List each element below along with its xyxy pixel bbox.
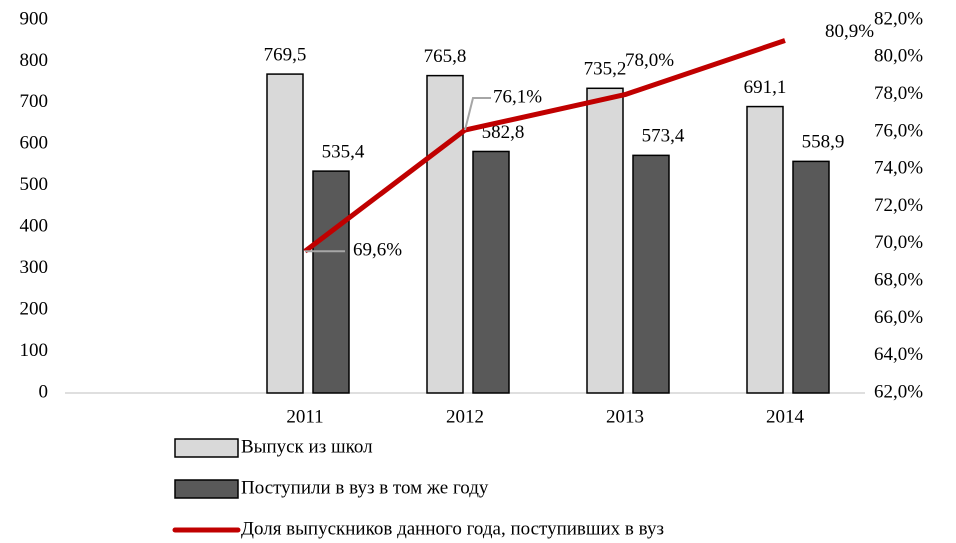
bar <box>792 160 830 394</box>
y-tick-label: 400 <box>20 216 49 237</box>
bar <box>472 150 510 394</box>
y2-tick-label: 64,0% <box>874 344 923 365</box>
bar <box>586 87 624 394</box>
y-tick-label: 900 <box>20 8 49 29</box>
data-label: 535,4 <box>322 141 365 162</box>
y2-tick-label: 68,0% <box>874 269 923 290</box>
y2-tick-label: 72,0% <box>874 195 923 216</box>
y-tick-label: 100 <box>20 340 49 361</box>
y-tick-label: 300 <box>20 257 49 278</box>
data-label: 78,0% <box>625 50 674 71</box>
data-label: 765,8 <box>424 46 467 67</box>
bar <box>312 170 350 394</box>
bar <box>746 105 784 394</box>
data-label: 735,2 <box>584 59 627 80</box>
data-label: 691,1 <box>744 77 787 98</box>
data-label: 769,5 <box>264 44 307 65</box>
legend-label: Доля выпускников данного года, поступивш… <box>241 518 664 539</box>
y2-tick-label: 74,0% <box>874 158 923 179</box>
y2-tick-label: 62,0% <box>874 381 923 402</box>
y-tick-label: 800 <box>20 50 49 71</box>
line <box>303 38 786 254</box>
legend-swatch <box>174 479 239 499</box>
y-tick-label: 200 <box>20 298 49 319</box>
y2-tick-label: 70,0% <box>874 232 923 253</box>
data-label: 558,9 <box>802 132 845 153</box>
y-tick-label: 500 <box>20 174 49 195</box>
y-tick-label: 600 <box>20 133 49 154</box>
data-label: 76,1% <box>493 86 542 107</box>
bar <box>426 74 464 394</box>
data-label: 582,8 <box>482 122 525 143</box>
legend-label: Выпуск из школ <box>241 436 373 457</box>
x-tick-label: 2012 <box>446 406 484 427</box>
data-label: 69,6% <box>353 240 402 261</box>
x-tick-label: 2013 <box>606 406 644 427</box>
x-tick-label: 2011 <box>286 406 323 427</box>
y2-tick-label: 76,0% <box>874 120 923 141</box>
bar <box>266 73 304 394</box>
data-label: 573,4 <box>642 126 685 147</box>
y2-tick-label: 66,0% <box>874 307 923 328</box>
y2-tick-label: 80,0% <box>874 46 923 67</box>
x-tick-label: 2014 <box>766 406 805 427</box>
legend-swatch <box>174 438 239 458</box>
y-tick-label: 0 <box>39 381 49 402</box>
y-tick-label: 700 <box>20 91 49 112</box>
y2-tick-label: 78,0% <box>874 83 923 104</box>
leader-line <box>464 97 491 131</box>
y2-tick-label: 82,0% <box>874 8 923 29</box>
bar <box>632 154 670 394</box>
data-label: 80,9% <box>825 21 874 42</box>
legend-label: Поступили в вуз в том же году <box>241 477 489 498</box>
